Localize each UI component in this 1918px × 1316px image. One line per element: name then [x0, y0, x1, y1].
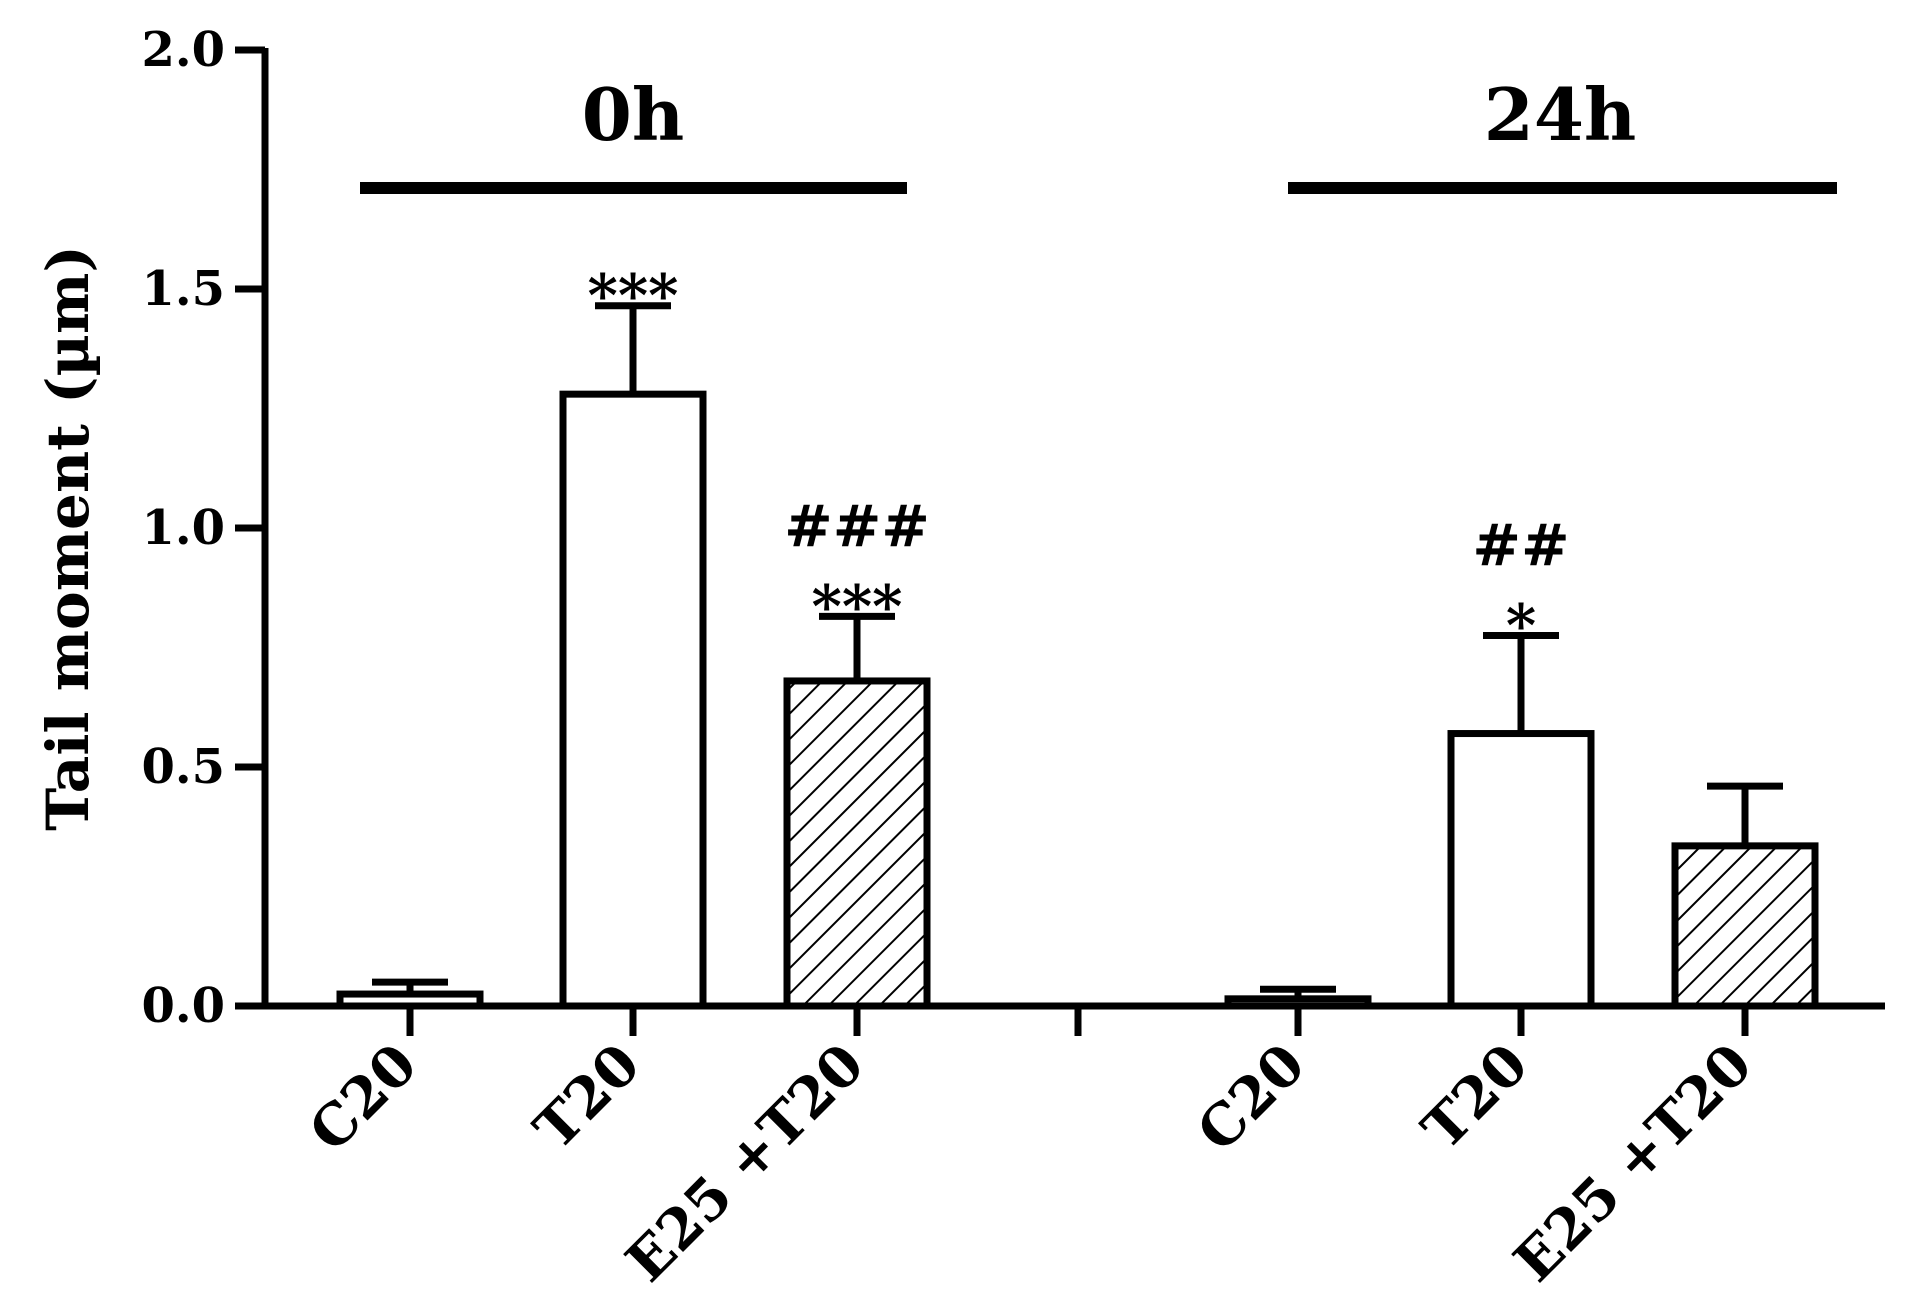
significance-label: ## — [1472, 512, 1569, 580]
y-tick-label: 1.0 — [141, 500, 225, 556]
axes — [235, 46, 1885, 1036]
x-tick-label: T20 — [522, 1031, 653, 1162]
x-tick-label: C20 — [297, 1031, 430, 1164]
x-tick-label: E25 +T20 — [1501, 1031, 1764, 1294]
y-tick-label: 0.0 — [141, 978, 225, 1034]
bar — [783, 677, 931, 1010]
y-tick-label: 2.0 — [141, 22, 225, 78]
significance-label: *** — [588, 262, 679, 330]
x-tick-label: E25 +T20 — [613, 1031, 876, 1294]
y-tick-label: 1.5 — [141, 261, 225, 317]
bar — [1671, 842, 1819, 1010]
significance-label: ### — [784, 492, 930, 560]
significance-label: * — [1506, 592, 1536, 660]
x-tick-label: T20 — [1410, 1031, 1541, 1162]
x-tick-label: C20 — [1185, 1031, 1318, 1164]
bar — [1224, 995, 1372, 1010]
y-tick-label: 0.5 — [141, 739, 225, 795]
y-axis-label: Tail moment (µm) — [34, 245, 102, 831]
bar — [1447, 730, 1595, 1010]
labels: 0.0 0.5 1.0 1.5 2.0 Tail moment (µm) 0h C20 *** T… — [34, 22, 1765, 1295]
bar — [336, 990, 484, 1010]
significance-label: *** — [812, 572, 903, 640]
bar — [559, 390, 707, 1010]
group-label: 0h — [582, 72, 684, 157]
group-label: 24h — [1484, 72, 1637, 157]
bars — [336, 302, 1819, 1010]
